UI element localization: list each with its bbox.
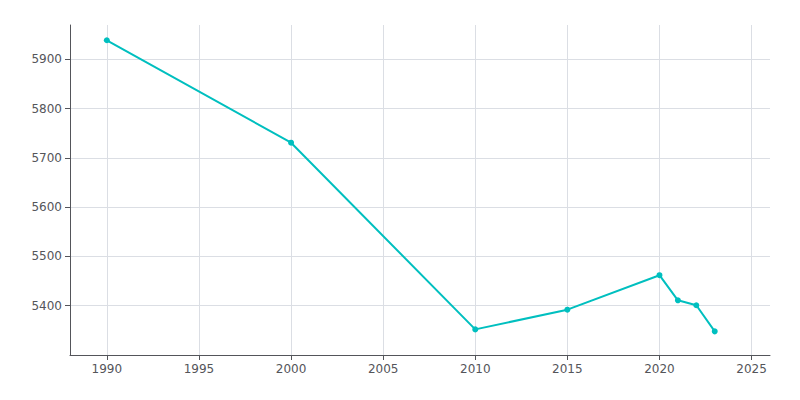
svg-text:2020: 2020 <box>644 362 675 376</box>
svg-text:5400: 5400 <box>31 299 62 313</box>
svg-text:1995: 1995 <box>184 362 215 376</box>
svg-text:1990: 1990 <box>92 362 123 376</box>
svg-text:2010: 2010 <box>460 362 491 376</box>
svg-text:5500: 5500 <box>31 249 62 263</box>
svg-text:2015: 2015 <box>552 362 583 376</box>
svg-text:5700: 5700 <box>31 151 62 165</box>
svg-text:2000: 2000 <box>276 362 307 376</box>
svg-text:5800: 5800 <box>31 102 62 116</box>
svg-text:5900: 5900 <box>31 52 62 66</box>
svg-text:5600: 5600 <box>31 200 62 214</box>
svg-text:2005: 2005 <box>368 362 399 376</box>
svg-text:2025: 2025 <box>736 362 767 376</box>
